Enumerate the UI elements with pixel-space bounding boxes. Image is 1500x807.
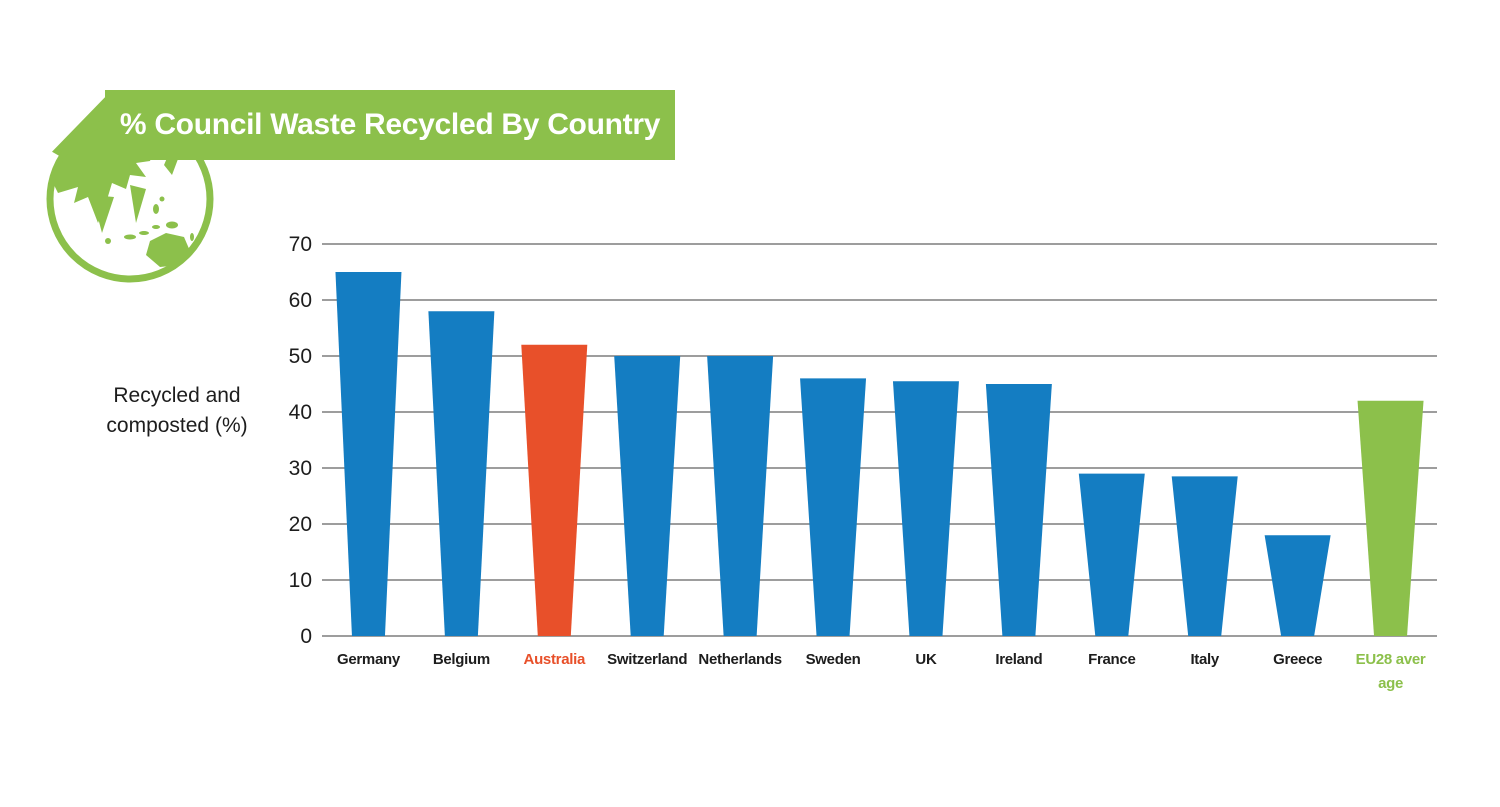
bar-uk: [892, 381, 959, 636]
x-axis-label: Italy: [1190, 651, 1219, 668]
y-tick-label: 30: [289, 457, 312, 480]
bar-eu28-average: [1357, 400, 1424, 636]
x-axis-label: EU28 aver: [1356, 651, 1426, 668]
bar-sweden: [800, 378, 867, 636]
x-axis-label: Belgium: [433, 651, 490, 668]
y-tick-label: 70: [289, 233, 312, 256]
x-axis-label: Ireland: [995, 651, 1042, 668]
x-axis-label: UK: [915, 651, 937, 668]
bar-australia: [521, 344, 588, 636]
x-axis-label: Switzerland: [607, 651, 687, 668]
y-tick-label: 20: [289, 513, 312, 536]
bar-france: [1078, 473, 1145, 636]
title-banner: % Council Waste Recycled By Country: [105, 90, 675, 160]
y-axis-title: composted (%): [106, 414, 247, 437]
x-axis-label: Germany: [337, 651, 401, 668]
bar-germany: [335, 272, 402, 636]
y-axis-title: Recycled and: [113, 384, 240, 407]
bar-netherlands: [707, 356, 774, 636]
bar-belgium: [428, 311, 495, 636]
x-axis-label: Netherlands: [698, 651, 781, 668]
x-axis-label: Sweden: [806, 651, 861, 668]
x-axis-label: age: [1378, 675, 1403, 692]
x-axis-label: Greece: [1273, 651, 1322, 668]
bar-greece: [1264, 535, 1331, 636]
y-tick-label: 10: [289, 569, 312, 592]
chart-title: % Council Waste Recycled By Country: [119, 108, 661, 141]
bar-ireland: [985, 384, 1052, 636]
y-tick-label: 60: [289, 289, 312, 312]
y-tick-label: 50: [289, 345, 312, 368]
x-axis-label: France: [1088, 651, 1135, 668]
x-axis-label: Australia: [524, 651, 586, 668]
bar-switzerland: [614, 356, 681, 636]
y-tick-label: 40: [289, 401, 312, 424]
y-tick-label: 0: [300, 625, 312, 648]
bar-italy: [1171, 476, 1238, 636]
